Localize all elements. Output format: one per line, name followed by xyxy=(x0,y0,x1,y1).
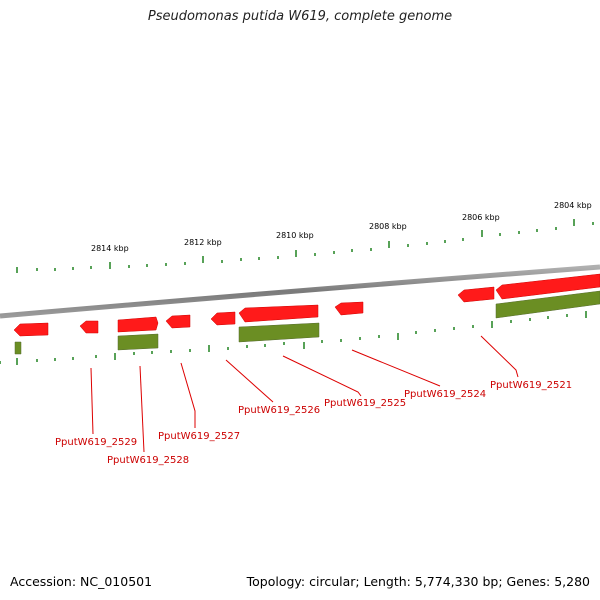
scale-label: 2804 kbp xyxy=(554,201,592,210)
genome-summary-text: Topology: circular; Length: 5,774,330 bp… xyxy=(246,574,590,589)
upper-tick-row xyxy=(16,219,594,273)
gene-arrow[interactable] xyxy=(13,322,49,337)
scale-label: 2810 kbp xyxy=(276,231,314,240)
scale-labels: 2814 kbp 2812 kbp 2810 kbp 2808 kbp 2806… xyxy=(91,201,592,253)
gene-label[interactable]: PputW619_2526 xyxy=(238,405,320,416)
gene-leader-lines xyxy=(90,335,519,453)
cds-bar[interactable] xyxy=(117,333,159,351)
cds-bar[interactable] xyxy=(14,341,22,355)
gene-arrow[interactable] xyxy=(117,316,159,333)
scale-label: 2806 kbp xyxy=(462,213,500,222)
map-title: Pseudomonas putida W619, complete genome xyxy=(147,9,453,24)
scale-label: 2814 kbp xyxy=(91,244,129,253)
gene-labels: PputW619_2529 PputW619_2528 PputW619_252… xyxy=(55,380,572,466)
accession-text: Accession: NC_010501 xyxy=(10,574,153,589)
gene-arrow[interactable] xyxy=(238,304,319,323)
gene-arrow[interactable] xyxy=(79,320,99,334)
cds-bar[interactable] xyxy=(495,290,600,319)
scale-label: 2808 kbp xyxy=(369,222,407,231)
gene-arrow[interactable] xyxy=(457,286,495,303)
gene-label[interactable]: PputW619_2521 xyxy=(490,380,572,391)
lower-tick-row xyxy=(0,311,587,365)
gene-arrow[interactable] xyxy=(495,273,600,300)
gene-arrow[interactable] xyxy=(334,301,364,316)
gene-label[interactable]: PputW619_2525 xyxy=(324,398,406,409)
gene-label[interactable]: PputW619_2527 xyxy=(158,431,240,442)
scale-label: 2812 kbp xyxy=(184,238,222,247)
gene-label[interactable]: PputW619_2528 xyxy=(107,455,189,466)
cds-bars xyxy=(14,290,600,355)
gene-arrow[interactable] xyxy=(165,314,191,329)
cds-bar[interactable] xyxy=(238,322,320,343)
gene-arrow[interactable] xyxy=(210,311,236,326)
gene-arrows-forward xyxy=(13,273,600,337)
gene-label[interactable]: PputW619_2524 xyxy=(404,389,486,400)
genome-backbone xyxy=(0,264,600,319)
gene-label[interactable]: PputW619_2529 xyxy=(55,437,137,448)
